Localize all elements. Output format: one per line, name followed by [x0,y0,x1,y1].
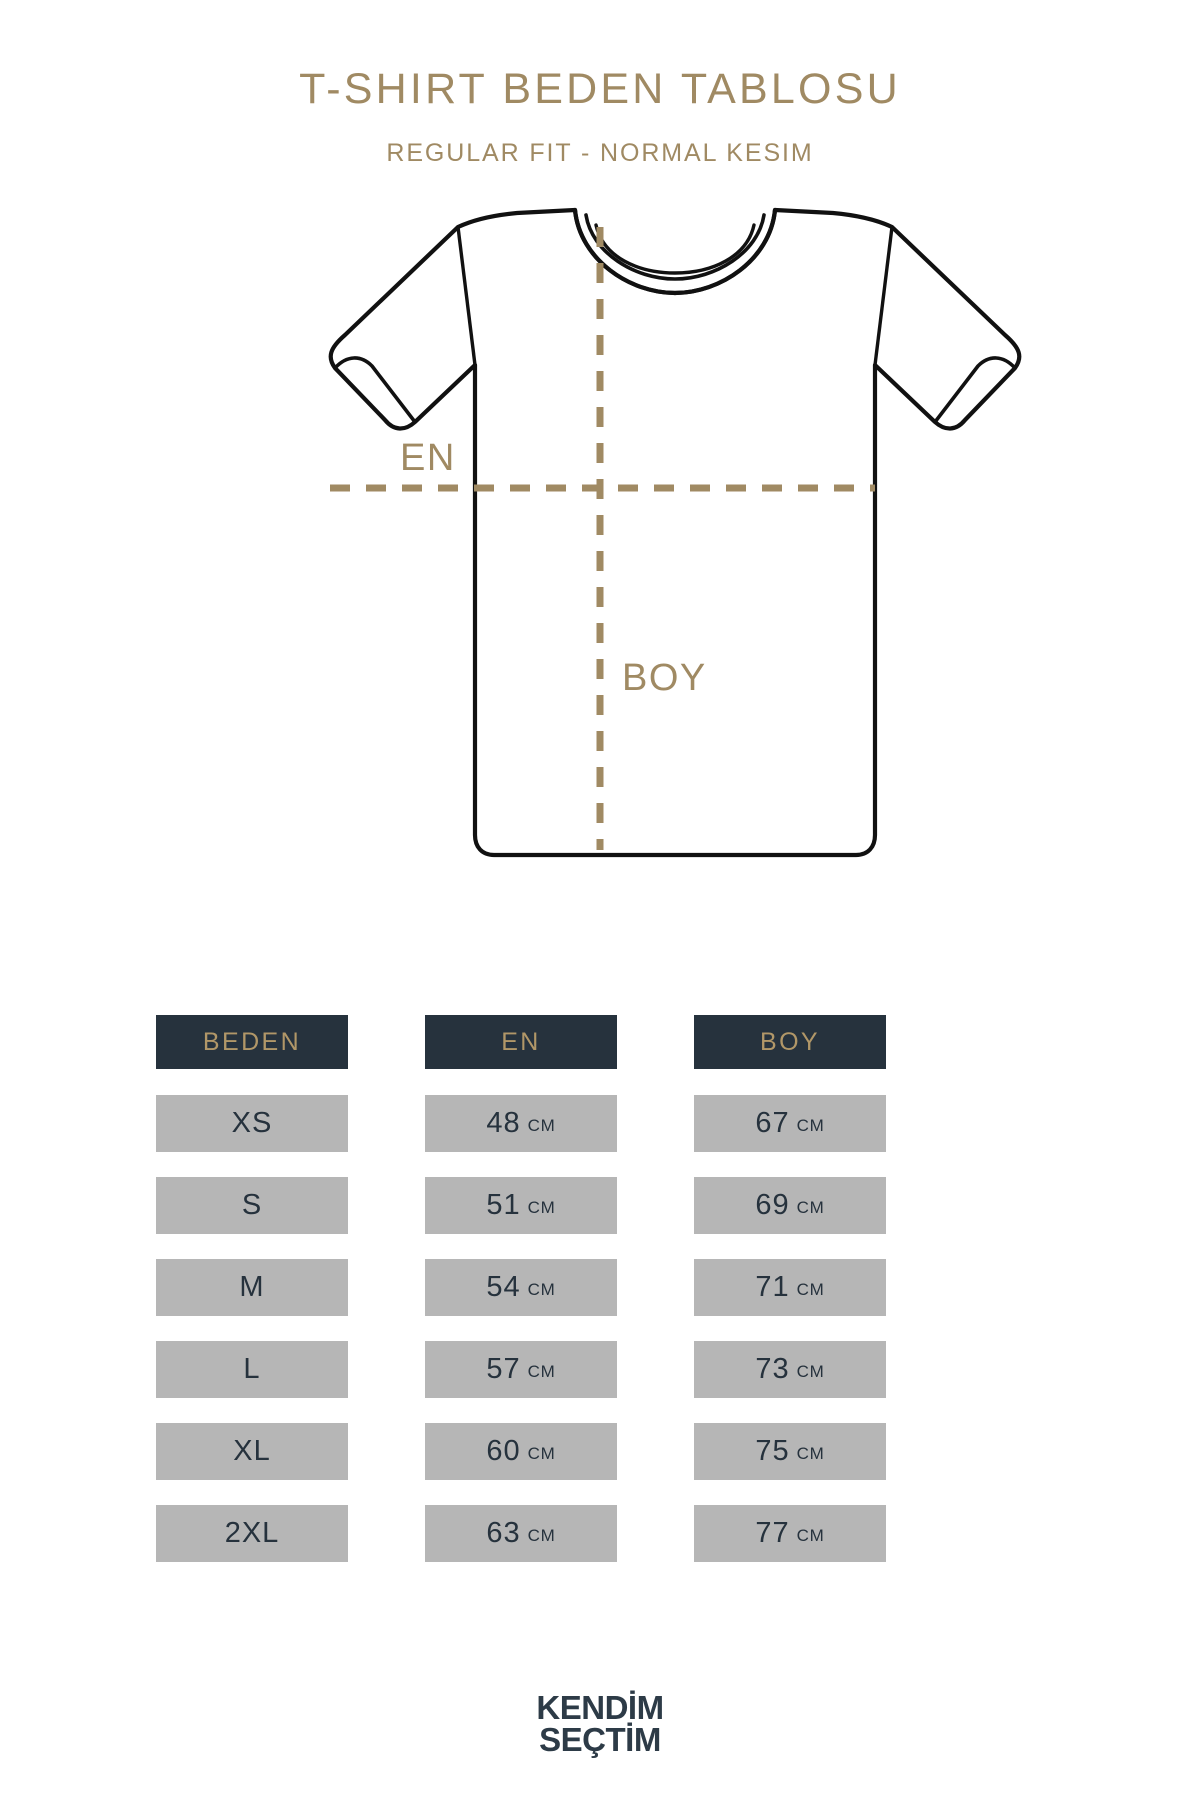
table-row: L 57 CM 73 CM [0,1341,1200,1398]
cell-boy: 67 CM [694,1095,886,1152]
cell-en: 60 CM [425,1423,617,1480]
cell-size: S [156,1177,348,1234]
collar-rib-line-2 [594,223,756,275]
table-row: 2XL 63 CM 77 CM [0,1505,1200,1562]
shirt-body-path [328,207,1022,858]
cell-size: 2XL [156,1505,348,1562]
cell-en-value: 51 [486,1189,521,1221]
cell-boy-value: 77 [755,1517,790,1549]
cell-boy: 73 CM [694,1341,886,1398]
cell-en: 48 CM [425,1095,617,1152]
table-header-row: BEDEN EN BOY [0,1015,1200,1069]
cell-en: 63 CM [425,1505,617,1562]
cell-boy: 71 CM [694,1259,886,1316]
shoulder-seam-left [456,226,477,366]
cell-size: XS [156,1095,348,1152]
unit-label: CM [796,1525,825,1545]
cell-boy-value: 69 [755,1189,790,1221]
tshirt-illustration [328,207,1022,858]
header-cell-beden: BEDEN [156,1015,348,1069]
cell-boy: 77 CM [694,1505,886,1562]
unit-label: CM [527,1197,556,1217]
shoulder-seam-right [873,226,894,366]
table-row: XS 48 CM 67 CM [0,1095,1200,1152]
unit-label: CM [796,1279,825,1299]
page-subtitle: REGULAR FIT - NORMAL KESIM [386,139,814,168]
page-title: T-SHIRT BEDEN TABLOSU [299,65,901,113]
unit-label: CM [527,1525,556,1545]
brand-logo-line-1: KENDİM [536,1689,664,1726]
width-measure-label: EN [400,437,456,479]
tshirt-diagram: EN BOY [175,205,1035,895]
cell-en-value: 63 [486,1517,521,1549]
cell-size: M [156,1259,348,1316]
cell-size: L [156,1341,348,1398]
length-measure-label: BOY [622,657,707,699]
collar-outer-line [572,207,778,296]
cell-en-value: 57 [486,1353,521,1385]
cell-boy-value: 67 [755,1107,790,1139]
cell-size: XL [156,1423,348,1480]
cell-en: 57 CM [425,1341,617,1398]
cell-boy-value: 73 [755,1353,790,1385]
sleeve-hem-right [933,356,1017,424]
header-cell-boy: BOY [694,1015,886,1069]
cell-en-value: 54 [486,1271,521,1303]
unit-label: CM [527,1443,556,1463]
cell-boy-value: 71 [755,1271,790,1303]
table-row: S 51 CM 69 CM [0,1177,1200,1234]
collar-rib-line-1 [584,213,766,281]
cell-boy: 75 CM [694,1423,886,1480]
cell-boy-value: 75 [755,1435,790,1467]
unit-label: CM [527,1115,556,1135]
sleeve-hem-left [333,356,417,424]
brand-logo-line-2: SEÇTİM [539,1720,661,1758]
unit-label: CM [796,1443,825,1463]
unit-label: CM [796,1115,825,1135]
cell-boy: 69 CM [694,1177,886,1234]
cell-en: 51 CM [425,1177,617,1234]
header: T-SHIRT BEDEN TABLOSU REGULAR FIT - NORM… [0,65,1200,168]
header-cell-en: EN [425,1015,617,1069]
cell-en-value: 48 [486,1107,521,1139]
brand-logo: KENDİM SEÇTİM [0,1689,1200,1758]
unit-label: CM [527,1279,556,1299]
table-row: M 54 CM 71 CM [0,1259,1200,1316]
unit-label: CM [796,1197,825,1217]
cell-en-value: 60 [486,1435,521,1467]
size-table: BEDEN EN BOY XS 48 CM 67 CM S 51 CM 69 CM M … [0,1015,1200,1587]
unit-label: CM [527,1361,556,1381]
table-row: XL 60 CM 75 CM [0,1423,1200,1480]
unit-label: CM [796,1361,825,1381]
cell-en: 54 CM [425,1259,617,1316]
